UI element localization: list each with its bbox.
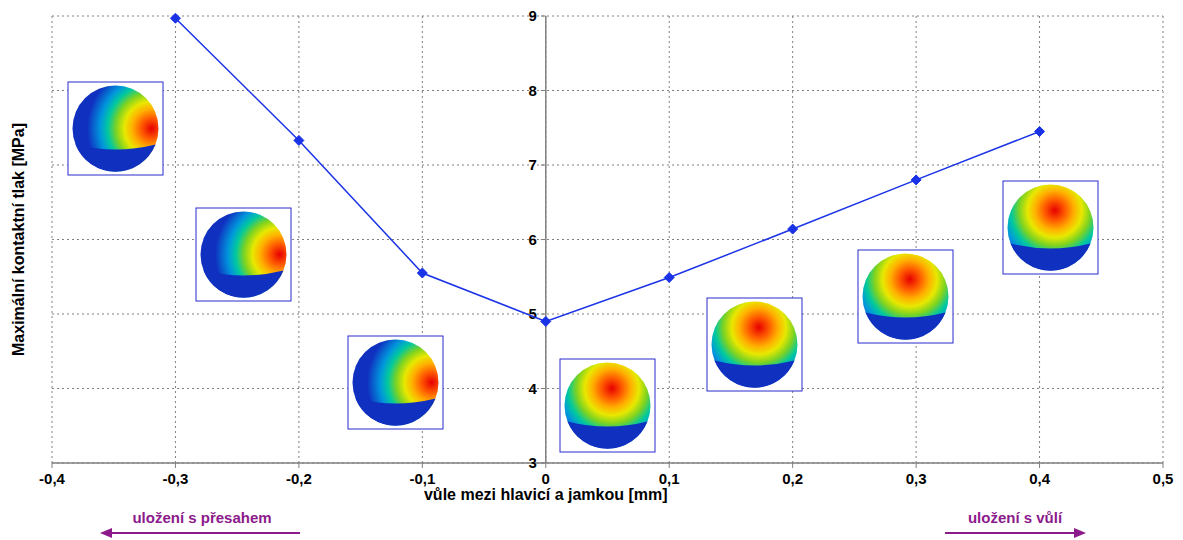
y-tick — [541, 165, 546, 166]
y-tick-label: 5 — [528, 305, 536, 322]
x-tick-label: 0,3 — [906, 470, 927, 487]
x-tick-label: 0,5 — [1153, 470, 1174, 487]
y-tick — [541, 388, 546, 389]
sphere — [73, 86, 159, 172]
sphere-image — [68, 82, 163, 175]
image-frame — [68, 82, 163, 175]
image-frame — [196, 208, 291, 301]
x-tick-label: -0,1 — [409, 470, 435, 487]
marker — [541, 316, 551, 326]
x-tick-label: 0,4 — [1029, 470, 1051, 487]
marker — [788, 224, 798, 234]
arrow-line — [108, 532, 300, 534]
grid-line-y — [52, 16, 1163, 17]
sphere-image — [858, 250, 953, 343]
x-tick-label: -0,4 — [39, 470, 66, 487]
y-axis-title: Maximální kontaktní tlak [MPa] — [10, 123, 27, 356]
x-tick — [298, 463, 299, 468]
grid-line-x — [916, 16, 917, 463]
chart: -0,4 -0,3 -0,2 -0,1 0 0,1 0,2 0,3 0,4 0,5 3 4 5 6 7 8 9 v… — [0, 0, 1183, 540]
image-frame — [707, 298, 802, 391]
x-tick — [52, 463, 53, 468]
y-tick-label: 7 — [528, 156, 536, 173]
sphere — [353, 340, 439, 426]
x-tick-label: 0 — [542, 470, 550, 487]
y-tick — [541, 90, 546, 91]
marker — [417, 268, 427, 278]
grid-line-x — [175, 16, 176, 463]
x-tick — [1163, 463, 1164, 468]
sphere-image — [1003, 181, 1098, 274]
x-tick-label: 0,2 — [782, 470, 803, 487]
x-tick-label: -0,3 — [163, 470, 189, 487]
annotation: uložení s vůlí — [968, 509, 1063, 526]
sphere-image — [196, 208, 291, 301]
grid-line-y — [52, 90, 1163, 91]
x-tick — [545, 463, 546, 468]
y-tick — [541, 463, 546, 464]
series-line — [175, 18, 1039, 321]
image-frame — [858, 250, 953, 343]
sphere-image — [560, 359, 655, 452]
x-tick-label: -0,2 — [286, 470, 312, 487]
sphere — [201, 212, 287, 298]
marker — [911, 175, 921, 185]
marker — [170, 13, 180, 23]
sphere-image — [707, 298, 802, 391]
y-tick-label: 8 — [528, 82, 536, 99]
x-tick — [175, 463, 176, 468]
y-tick — [541, 239, 546, 240]
sphere — [565, 363, 651, 449]
sphere-base — [356, 399, 436, 426]
sphere-base — [1011, 244, 1091, 271]
sphere-base — [204, 271, 284, 298]
arrow-line — [945, 532, 1078, 534]
x-tick — [792, 463, 793, 468]
image-frame — [348, 336, 443, 429]
y-tick — [541, 314, 546, 315]
x-tick — [1039, 463, 1040, 468]
sphere-base — [866, 313, 946, 340]
arrow-head — [100, 528, 112, 538]
grid-line-y — [52, 314, 1163, 315]
grid-line-y — [52, 165, 1163, 166]
sphere — [712, 302, 798, 388]
sphere-base — [76, 145, 156, 172]
arrow-head — [1074, 528, 1086, 538]
y-tick — [541, 16, 546, 17]
sphere-base — [568, 422, 648, 449]
y-tick-label: 3 — [528, 454, 536, 471]
marker — [1035, 126, 1045, 136]
image-frame — [560, 359, 655, 452]
x-tick — [422, 463, 423, 468]
marker — [294, 135, 304, 145]
marker — [664, 272, 674, 282]
x-tick-label: 0,1 — [659, 470, 680, 487]
x-axis — [52, 462, 1163, 464]
x-tick — [916, 463, 917, 468]
grid-line-y — [52, 463, 1163, 464]
image-frame — [1003, 181, 1098, 274]
sphere — [863, 254, 949, 340]
annotation: uložení s přesahem — [132, 509, 271, 526]
sphere — [1008, 185, 1094, 271]
plot-area — [170, 13, 1044, 326]
x-tick — [669, 463, 670, 468]
sphere-base — [715, 361, 795, 388]
y-tick-label: 6 — [528, 231, 536, 248]
y-tick-label: 9 — [528, 7, 536, 24]
x-axis-title: vůle mezi hlavicí a jamkou [mm] — [424, 486, 668, 503]
sphere-image — [348, 336, 443, 429]
y-tick-label: 4 — [528, 380, 537, 397]
